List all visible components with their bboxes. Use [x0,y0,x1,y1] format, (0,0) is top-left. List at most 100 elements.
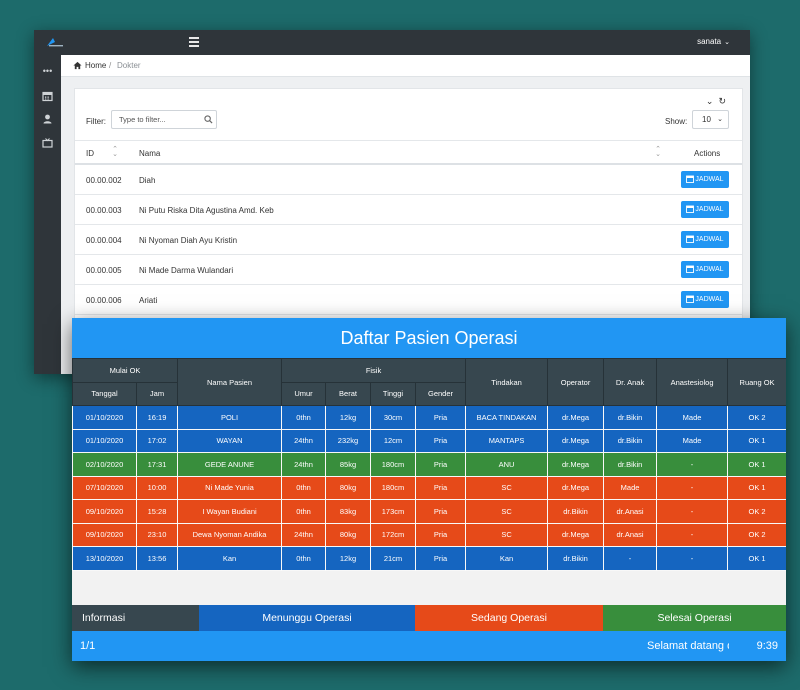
page-size-select[interactable]: 10 ⌄ [692,110,729,129]
legend-info: Informasi [72,605,199,631]
home-icon[interactable] [73,61,82,70]
header-operator: Operator [547,358,605,406]
column-actions: Actions [694,149,721,158]
cell-gender: Pria [414,522,467,547]
column-id[interactable]: ID [86,149,94,158]
surgery-table: Mulai OK Nama Pasien Fisik Tindakan Oper… [72,358,786,571]
cell-tanggal: 02/10/2020 [72,452,137,477]
table-row: 00.00.006 Ariati JADWAL [75,285,742,315]
jadwal-label: JADWAL [695,176,724,183]
cell-dr-anak: dr.Anasi [603,499,658,524]
cell-dr-anak: - [603,546,658,571]
header-tinggi: Tinggi [370,381,416,406]
jadwal-button[interactable]: JADWAL [681,171,729,188]
cell-tindakan: SC [465,475,549,500]
refresh-icon[interactable]: ↻ [718,96,726,106]
cell-berat: 83kg [325,499,371,524]
calendar-icon [686,205,695,213]
patient-row: 13/10/2020 13:56 Kan 0thn 12kg 21cm Pria… [72,546,786,571]
table-row: 00.00.003 Ni Putu Riska Dita Agustina Am… [75,195,742,225]
user-name: sanata [697,37,722,46]
user-menu[interactable]: sanata ⌄ [697,37,730,46]
cell-umur: 0thn [281,405,326,430]
cell-berat: 12kg [325,546,371,571]
filter-input[interactable] [111,110,217,129]
jadwal-button[interactable]: JADWAL [681,231,729,248]
cell-nama: WAYAN [177,428,282,453]
page-indicator: 1/1 [80,640,96,652]
patient-row: 01/10/2020 17:02 WAYAN 24thn 232kg 12cm … [72,428,786,453]
cell-operator: dr.Bikin [547,499,605,524]
cell-gender: Pria [414,452,467,477]
cell-dr-anak: dr.Anasi [603,522,658,547]
cell-tinggi: 180cm [370,475,416,500]
cell-tinggi: 21cm [370,546,416,571]
cell-gender: Pria [414,499,467,524]
cell-tanggal: 09/10/2020 [72,522,137,547]
cell-tanggal: 07/10/2020 [72,475,137,500]
page-size-value: 10 [702,115,711,124]
breadcrumb-home[interactable]: Home [85,61,107,70]
header-anastesiolog: Anastesiolog [656,358,729,406]
cell-nama: Kan [177,546,282,571]
row-name: Ni Made Darma Wulandari [139,266,234,275]
cell-dr-anak: dr.Bikin [603,405,658,430]
top-navbar: sanata ⌄ [34,30,750,55]
cell-operator: dr.Mega [547,475,605,500]
cell-gender: Pria [414,475,467,500]
card-tools: ⌄ ↻ [701,96,726,107]
cell-jam: 16:19 [136,405,178,430]
hamburger-icon[interactable] [189,37,199,47]
cell-operator: dr.Mega [547,452,605,477]
cell-operator: dr.Mega [547,522,605,547]
cell-anastesiolog: - [656,499,729,524]
sidebar: ••• [34,55,61,374]
row-name: Diah [139,176,156,185]
header-jam: Jam [136,381,178,406]
clock: 9:39 [756,640,778,652]
board-footer: 1/1 Selamat datang di 9:39 [72,631,786,661]
cell-gender: Pria [414,546,467,571]
cell-anastesiolog: - [656,546,729,571]
jadwal-button[interactable]: JADWAL [681,261,729,278]
table-row: 00.00.002 Diah JADWAL [75,165,742,195]
cell-tanggal: 13/10/2020 [72,546,137,571]
row-id: 00.00.003 [86,206,122,215]
jadwal-label: JADWAL [695,206,724,213]
board-title: Daftar Pasien Operasi [72,318,786,358]
cell-ruang: OK 1 [727,546,786,571]
table-row: 00.00.004 Ni Nyoman Diah Ayu Kristin JAD… [75,225,742,255]
cell-dr-anak: dr.Bikin [603,428,658,453]
cell-umur: 0thn [281,475,326,500]
dots-icon[interactable]: ••• [42,66,53,76]
sort-icon[interactable]: ⌃ ⌄ [655,146,661,158]
header-tanggal: Tanggal [72,381,137,406]
jadwal-button[interactable]: JADWAL [681,201,729,218]
header-dr-anak: Dr. Anak [603,358,658,406]
cell-anastesiolog: - [656,475,729,500]
cell-anastesiolog: Made [656,428,729,453]
legend-in-progress: Sedang Operasi [415,605,603,631]
calendar-icon [686,295,695,303]
jadwal-button[interactable]: JADWAL [681,291,729,308]
calendar-icon[interactable] [41,90,54,102]
column-name[interactable]: Nama [139,149,161,158]
chevron-down-icon[interactable]: ⌄ [705,96,714,106]
cell-umur: 24thn [281,428,326,453]
cell-jam: 17:02 [136,428,178,453]
user-icon[interactable] [41,113,54,125]
row-name: Ni Putu Riska Dita Agustina Amd. Keb [139,206,274,215]
sort-icon[interactable]: ⌃ ⌄ [112,146,118,158]
tv-icon[interactable] [41,137,54,149]
cell-dr-anak: dr.Bikin [603,452,658,477]
logo-icon[interactable] [46,37,64,47]
cell-dr-anak: Made [603,475,658,500]
cell-gender: Pria [414,428,467,453]
cell-tinggi: 12cm [370,428,416,453]
filter-label: Filter: [86,117,106,126]
table-header: ID ⌃ ⌄ Nama ⌃ ⌄ Actions [75,140,742,165]
cell-ruang: OK 1 [727,428,786,453]
cell-ruang: OK 1 [727,452,786,477]
cell-nama: GEDE ANUNE [177,452,282,477]
cell-gender: Pria [414,405,467,430]
